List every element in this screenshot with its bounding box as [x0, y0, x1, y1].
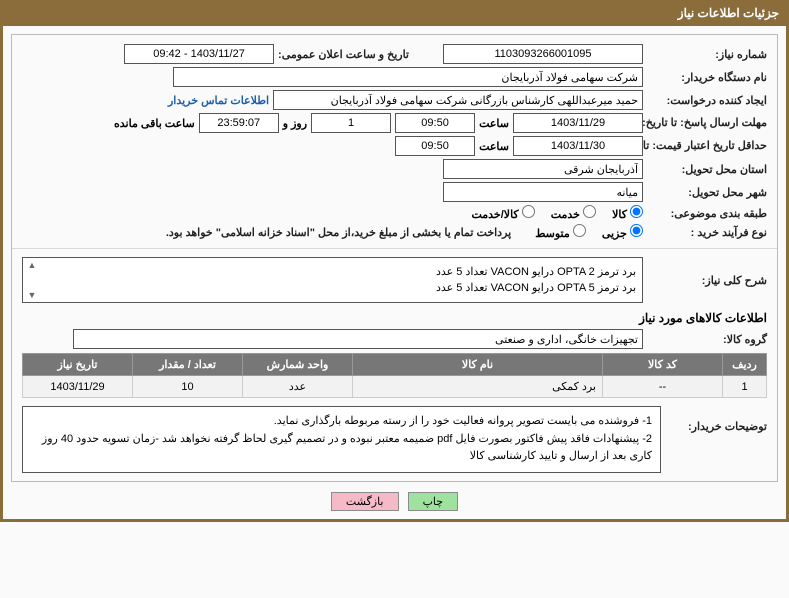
buyer-notes-box: 1- فروشنده می بایست تصویر پروانه فعالیت … [22, 406, 661, 473]
class-label: طبقه بندی موضوعی: [647, 207, 767, 220]
scroll-down-icon[interactable]: ▼ [25, 290, 39, 300]
items-section-title: اطلاعات کالاهای مورد نیاز [22, 311, 767, 325]
process-opt-partial[interactable]: جزیی [602, 224, 643, 240]
cell-date: 1403/11/29 [23, 376, 133, 398]
group-field [73, 329, 643, 349]
panel-title: جزئیات اطلاعات نیاز [678, 6, 779, 20]
days-remaining-field [311, 113, 391, 133]
province-label: استان محل تحویل: [647, 163, 767, 176]
col-date: تاریخ نیاز [23, 354, 133, 376]
class-opt-goods[interactable]: کالا [612, 205, 643, 221]
buyer-org-label: نام دستگاه خریدار: [647, 71, 767, 84]
reply-deadline-label: مهلت ارسال پاسخ: تا تاریخ: [647, 116, 767, 130]
print-button[interactable]: چاپ [408, 492, 459, 511]
scroll-up-icon[interactable]: ▲ [25, 260, 39, 270]
reply-date-field [513, 113, 643, 133]
back-button[interactable]: بازگشت [331, 492, 399, 511]
general-desc-box[interactable]: برد ترمز OPTA 2 درایو VACON تعداد 5 عدد … [22, 257, 643, 303]
validity-label: حداقل تاریخ اعتبار قیمت: تا تاریخ: [647, 139, 767, 153]
buyer-org-field [173, 67, 643, 87]
cell-code: -- [603, 376, 723, 398]
countdown-field [199, 113, 279, 133]
announce-field [124, 44, 274, 64]
validity-time-field [395, 136, 475, 156]
need-no-label: شماره نیاز: [647, 48, 767, 61]
cell-name: برد کمکی [353, 376, 603, 398]
table-header-row: ردیف کد کالا نام کالا واحد شمارش تعداد /… [23, 354, 767, 376]
desc-line-2: برد ترمز OPTA 5 درایو VACON تعداد 5 عدد [436, 280, 636, 297]
cell-qty: 10 [133, 376, 243, 398]
note-line-2: 2- پیشنهادات فاقد پیش فاکتور بصورت فایل … [31, 431, 652, 466]
process-radio-group: جزیی متوسط [535, 224, 643, 240]
outer-frame: شماره نیاز: تاریخ و ساعت اعلان عمومی: نا… [0, 26, 789, 522]
need-no-field [443, 44, 643, 64]
requester-label: ایجاد کننده درخواست: [647, 94, 767, 107]
process-opt-medium[interactable]: متوسط [535, 224, 586, 240]
days-and-label: روز و [283, 117, 307, 130]
province-field [443, 159, 643, 179]
col-code: کد کالا [603, 354, 723, 376]
requester-field [273, 90, 643, 110]
desc-line-1: برد ترمز OPTA 2 درایو VACON تعداد 5 عدد [436, 264, 636, 281]
desc-scrollbar[interactable]: ▲ ▼ [25, 258, 39, 302]
general-desc-label: شرح کلی نیاز: [647, 274, 767, 287]
note-line-1: 1- فروشنده می بایست تصویر پروانه فعالیت … [31, 413, 652, 431]
time-label-2: ساعت [479, 140, 509, 153]
col-unit: واحد شمارش [243, 354, 353, 376]
col-name: نام کالا [353, 354, 603, 376]
time-label-1: ساعت [479, 117, 509, 130]
process-label: نوع فرآیند خرید : [647, 226, 767, 239]
class-radio-group: کالا خدمت کالا/خدمت [471, 205, 643, 221]
col-idx: ردیف [723, 354, 767, 376]
button-row: چاپ بازگشت [11, 492, 778, 511]
announce-label: تاریخ و ساعت اعلان عمومی: [278, 48, 409, 61]
buyer-contact-link[interactable]: اطلاعات تماس خریدار [168, 94, 269, 107]
class-opt-both[interactable]: کالا/خدمت [471, 205, 534, 221]
separator-1 [12, 248, 777, 249]
cell-idx: 1 [723, 376, 767, 398]
col-qty: تعداد / مقدار [133, 354, 243, 376]
city-field [443, 182, 643, 202]
process-note: پرداخت تمام یا بخشی از مبلغ خرید،از محل … [166, 226, 511, 239]
cell-unit: عدد [243, 376, 353, 398]
reply-time-field [395, 113, 475, 133]
table-row: 1 -- برد کمکی عدد 10 1403/11/29 [23, 376, 767, 398]
city-label: شهر محل تحویل: [647, 186, 767, 199]
group-label: گروه کالا: [647, 333, 767, 346]
form-panel: شماره نیاز: تاریخ و ساعت اعلان عمومی: نا… [11, 34, 778, 482]
validity-date-field [513, 136, 643, 156]
class-opt-service[interactable]: خدمت [551, 205, 596, 221]
items-table: ردیف کد کالا نام کالا واحد شمارش تعداد /… [22, 353, 767, 398]
panel-header: جزئیات اطلاعات نیاز [0, 0, 789, 26]
remain-label: ساعت باقی مانده [114, 117, 195, 130]
buyer-notes-label: توضیحات خریدار: [667, 406, 767, 433]
